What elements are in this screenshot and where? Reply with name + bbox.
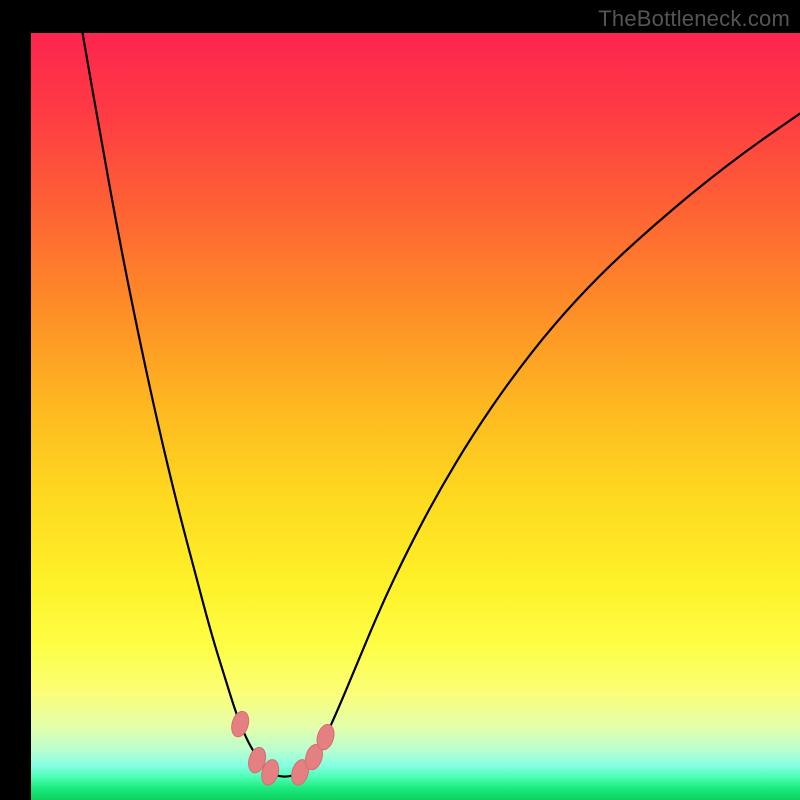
plot-background [31,33,800,800]
watermark-text: TheBottleneck.com [598,6,790,32]
bottleneck-chart [0,0,800,800]
chart-container: TheBottleneck.com [0,0,800,800]
